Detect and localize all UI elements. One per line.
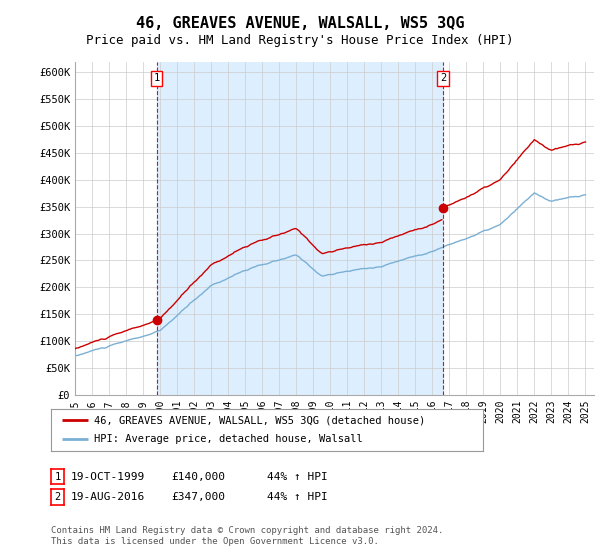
Text: 2: 2	[440, 73, 446, 83]
Text: 19-OCT-1999: 19-OCT-1999	[71, 472, 145, 482]
Text: Price paid vs. HM Land Registry's House Price Index (HPI): Price paid vs. HM Land Registry's House …	[86, 34, 514, 46]
Text: HPI: Average price, detached house, Walsall: HPI: Average price, detached house, Wals…	[94, 435, 363, 445]
Text: £140,000: £140,000	[171, 472, 225, 482]
Bar	[157, 62, 443, 395]
Text: Contains HM Land Registry data © Crown copyright and database right 2024.
This d: Contains HM Land Registry data © Crown c…	[51, 526, 443, 546]
Text: 44% ↑ HPI: 44% ↑ HPI	[267, 492, 328, 502]
Text: 1: 1	[154, 73, 160, 83]
Text: 44% ↑ HPI: 44% ↑ HPI	[267, 472, 328, 482]
Text: 46, GREAVES AVENUE, WALSALL, WS5 3QG (detached house): 46, GREAVES AVENUE, WALSALL, WS5 3QG (de…	[94, 415, 425, 425]
Text: 1: 1	[55, 472, 61, 482]
Text: 46, GREAVES AVENUE, WALSALL, WS5 3QG: 46, GREAVES AVENUE, WALSALL, WS5 3QG	[136, 16, 464, 31]
Text: £347,000: £347,000	[171, 492, 225, 502]
Text: 2: 2	[55, 492, 61, 502]
Text: 19-AUG-2016: 19-AUG-2016	[71, 492, 145, 502]
